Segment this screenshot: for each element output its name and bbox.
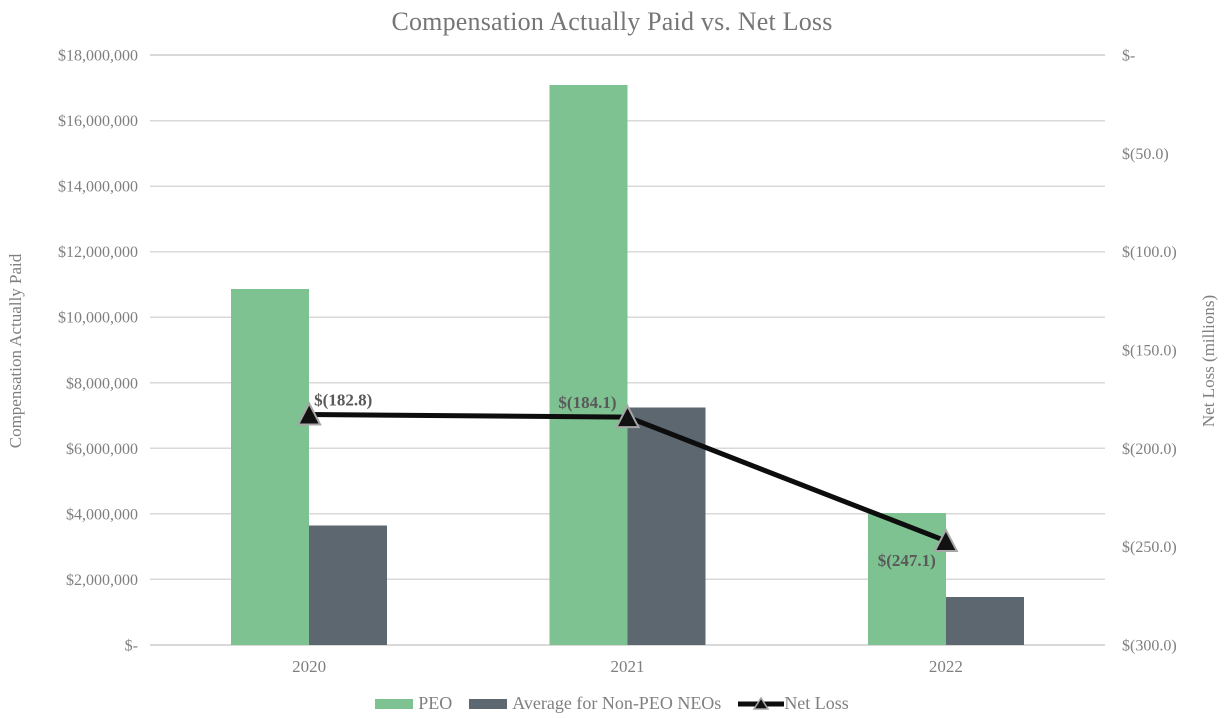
bar-non-peo-2020 bbox=[309, 525, 388, 645]
right-axis-tick-label: $- bbox=[1122, 48, 1135, 65]
legend-label-peo: PEO bbox=[418, 693, 453, 713]
right-axis-tick-label: $(200.0) bbox=[1122, 441, 1177, 458]
left-axis-tick-label: $16,000,000 bbox=[58, 113, 138, 130]
legend-item-non-peo: Average for Non-PEO NEOs bbox=[469, 693, 721, 714]
right-axis-tick-label: $(50.0) bbox=[1122, 146, 1169, 163]
bar-peo-2022 bbox=[867, 512, 946, 645]
net-loss-marker-2020 bbox=[296, 401, 322, 426]
left-axis-tick-label: $6,000,000 bbox=[66, 441, 138, 458]
x-axis-category-label: 2020 bbox=[292, 657, 326, 676]
bar-peo-2021 bbox=[549, 85, 628, 645]
net-loss-data-label-2020: $(182.8) bbox=[314, 391, 372, 410]
bar-peo-2020 bbox=[231, 289, 310, 645]
right-axis-tick-label: $(300.0) bbox=[1122, 638, 1177, 655]
left-axis-tick-label: $18,000,000 bbox=[58, 48, 138, 65]
net-loss-marker-2021 bbox=[614, 403, 641, 429]
bar-non-peo-2022 bbox=[945, 597, 1024, 645]
right-axis-tick-label: $(250.0) bbox=[1122, 539, 1177, 556]
bar-non-peo-2021 bbox=[627, 407, 706, 645]
legend: PEO Average for Non-PEO NEOs Net Loss bbox=[0, 693, 1224, 714]
left-axis-tick-label: $4,000,000 bbox=[66, 506, 138, 523]
left-axis-tick-label: $8,000,000 bbox=[66, 375, 138, 392]
x-axis-category-label: 2022 bbox=[929, 657, 963, 676]
net-loss-data-label-2021: $(184.1) bbox=[558, 393, 616, 412]
peo-swatch-icon bbox=[375, 698, 414, 709]
net-loss-line-marker-icon bbox=[738, 696, 785, 710]
net-loss-data-label-2022: $(247.1) bbox=[878, 551, 936, 570]
non-peo-swatch-icon bbox=[469, 698, 508, 709]
right-axis-tick-label: $(150.0) bbox=[1122, 343, 1177, 360]
left-axis-tick-label: $10,000,000 bbox=[58, 310, 138, 327]
left-axis-tick-label: $12,000,000 bbox=[58, 244, 138, 261]
legend-item-net-loss: Net Loss bbox=[738, 693, 849, 714]
left-axis-tick-label: $- bbox=[125, 638, 138, 655]
net-loss-marker-2022 bbox=[933, 527, 959, 552]
chart-title: Compensation Actually Paid vs. Net Loss bbox=[391, 7, 833, 36]
left-axis-tick-label: $2,000,000 bbox=[66, 572, 138, 589]
legend-label-net-loss: Net Loss bbox=[784, 693, 849, 713]
legend-item-peo: PEO bbox=[375, 693, 452, 714]
left-axis-tick-label: $14,000,000 bbox=[58, 179, 138, 196]
x-axis-category-label: 2021 bbox=[611, 657, 645, 676]
legend-label-non-peo: Average for Non-PEO NEOs bbox=[512, 693, 722, 713]
right-axis-tick-label: $(100.0) bbox=[1122, 244, 1177, 261]
